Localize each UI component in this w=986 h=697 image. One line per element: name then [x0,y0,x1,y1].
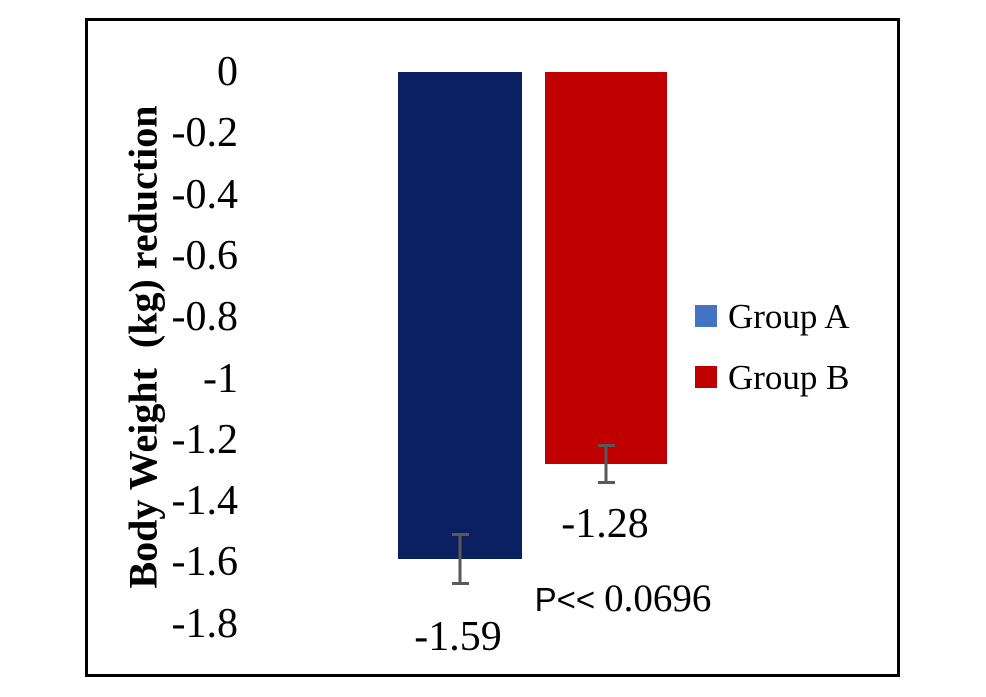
value-label-group-a: -1.59 [414,614,502,660]
y-axis-tick-label: -0.4 [171,171,239,218]
p-value-prefix: P<< [534,581,596,618]
legend-label-group-b: Group B [728,357,850,397]
y-axis-title: Body Weight (kg) reduction [120,105,166,589]
legend: Group A Group B [695,294,850,416]
y-axis-tick-label: -0.2 [171,110,239,157]
chart-frame-border [85,18,900,677]
y-axis-tick-label: -0.6 [171,232,239,279]
p-value-number: 0.0696 [604,577,712,620]
y-axis-tick-label: -1.6 [171,539,239,586]
y-axis-tick-label: 0 [217,49,238,95]
legend-swatch-group-b [695,366,717,388]
error-bar-group-a [451,533,469,586]
value-label-group-b: -1.28 [561,501,649,547]
error-bar-bottom-cap [451,582,469,586]
error-bar-line [458,533,462,586]
p-value-annotation: P<< 0.0696 [535,576,712,621]
error-bar-group-b [597,444,615,485]
bar-group-a [398,72,522,560]
legend-swatch-group-a [695,305,717,327]
y-axis-tick-label: -1.8 [171,600,239,647]
legend-item-group-a: Group A [695,294,850,338]
legend-item-group-b: Group B [695,355,850,399]
error-bar-bottom-cap [597,481,615,485]
y-axis-tick-label: -0.8 [171,294,239,341]
legend-label-group-a: Group A [728,296,850,336]
y-axis-tick-label: -1.4 [171,478,239,525]
y-axis-tick-label: -1 [203,355,238,402]
bar-group-b [545,72,667,465]
y-axis-tick-label: -1.2 [171,416,239,463]
error-bar-line [604,444,608,485]
